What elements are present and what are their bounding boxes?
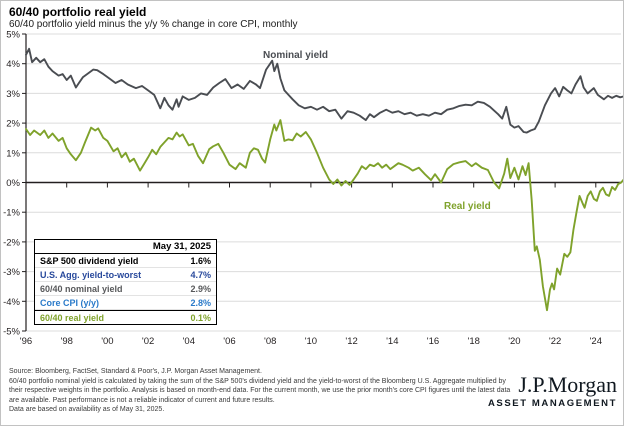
row-label: 60/40 nominal yield: [40, 283, 123, 294]
x-tick-label: '08: [264, 336, 276, 347]
y-tick-label: 5%: [6, 30, 20, 41]
availability-note: Data are based on availability as of May…: [9, 406, 165, 413]
row-value: 0.1%: [190, 312, 211, 323]
logo-division-text: ASSET MANAGEMENT: [487, 398, 617, 409]
y-tick-label: 4%: [6, 59, 20, 70]
y-tick-label: -2%: [3, 237, 20, 248]
row-label: 60/40 real yield: [40, 312, 105, 323]
x-tick-label: '12: [345, 336, 357, 347]
y-tick-label: 0%: [6, 178, 20, 189]
table-date-header: May 31, 2025: [35, 240, 216, 254]
row-label: U.S. Agg. yield-to-worst: [40, 269, 142, 280]
y-tick-label: 1%: [6, 148, 20, 159]
table-row: 60/40 nominal yield 2.9%: [35, 282, 216, 296]
x-tick-label: '18: [468, 336, 480, 347]
x-tick-label: '02: [142, 336, 154, 347]
x-tick-label: '98: [61, 336, 73, 347]
series-label-real-yield: Real yield: [444, 201, 491, 212]
jpmorgan-logo: J.P.Morgan ASSET MANAGEMENT: [487, 372, 617, 410]
table-row: 60/40 real yield 0.1%: [35, 310, 216, 324]
footnotes: Source: Bloomberg, FactSet, Standard & P…: [9, 367, 515, 415]
y-tick-label: -5%: [3, 327, 20, 338]
x-tick-label: '24: [590, 336, 602, 347]
x-tick-label: '00: [101, 336, 113, 347]
table-row: S&P 500 dividend yield 1.6%: [35, 254, 216, 268]
x-tick-label: '20: [508, 336, 520, 347]
y-tick-label: 3%: [6, 89, 20, 100]
source-note: Source: Bloomberg, FactSet, Standard & P…: [9, 368, 262, 375]
row-value: 2.8%: [190, 297, 211, 308]
methodology-note: 60/40 portfolio nominal yield is calcula…: [9, 377, 511, 404]
x-tick-label: '10: [305, 336, 317, 347]
data-table: May 31, 2025 S&P 500 dividend yield 1.6%…: [34, 239, 217, 325]
table-date: May 31, 2025: [152, 241, 211, 252]
x-tick-label: '16: [427, 336, 439, 347]
series-line-nominal-yield: [25, 47, 623, 134]
x-tick-label: '06: [223, 336, 235, 347]
table-row: Core CPI (y/y) 2.8%: [35, 296, 216, 310]
y-tick-label: 2%: [6, 119, 20, 130]
row-label: Core CPI (y/y): [40, 297, 100, 308]
row-value: 2.9%: [190, 283, 211, 294]
series-line-real-yield: [25, 119, 623, 312]
chart-subtitle: 60/40 portfolio yield minus the y/y % ch…: [9, 19, 298, 30]
table-row: U.S. Agg. yield-to-worst 4.7%: [35, 268, 216, 282]
x-tick-label: '96: [20, 336, 32, 347]
x-tick-label: '22: [549, 336, 561, 347]
page-title: 60/40 portfolio real yield: [9, 5, 147, 19]
x-tick-label: '14: [386, 336, 398, 347]
row-value: 1.6%: [190, 255, 211, 266]
logo-brand-text: J.P.Morgan: [518, 372, 617, 397]
y-tick-label: -4%: [3, 297, 20, 308]
row-value: 4.7%: [190, 269, 211, 280]
y-tick-label: -1%: [3, 208, 20, 219]
y-tick-label: -3%: [3, 267, 20, 278]
row-label: S&P 500 dividend yield: [40, 255, 139, 266]
series-label-nominal-yield: Nominal yield: [263, 50, 328, 61]
x-tick-label: '04: [183, 336, 195, 347]
